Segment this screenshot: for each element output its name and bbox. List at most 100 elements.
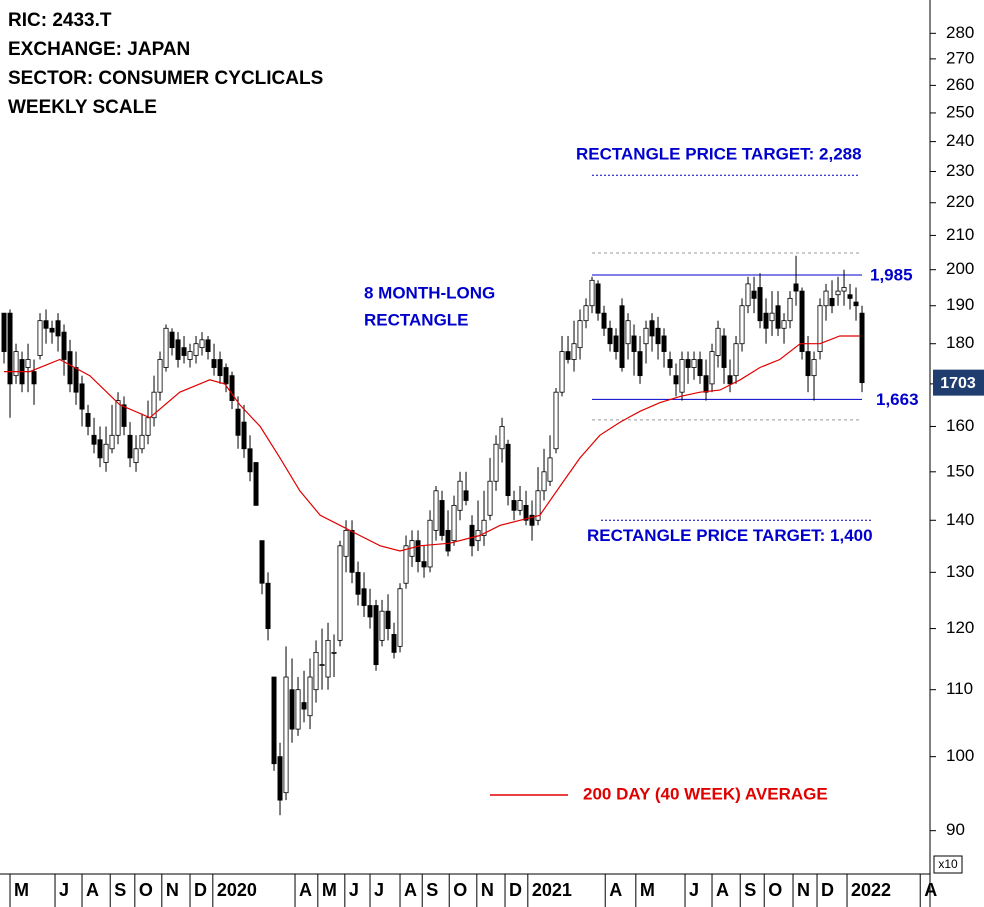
x-tick-label: S: [426, 880, 438, 900]
candle-body: [427, 519, 433, 568]
candle-body: [451, 504, 457, 542]
x-tick-label: D: [194, 880, 207, 900]
candle-body: [319, 664, 325, 667]
candle-body: [787, 297, 793, 322]
candle-body: [373, 605, 379, 666]
candle-body: [649, 320, 655, 337]
x-tick-label: A: [924, 880, 937, 900]
candle-body: [739, 305, 745, 345]
target-label: RECTANGLE PRICE TARGET: 1,400: [587, 526, 873, 545]
candle-body: [37, 320, 43, 356]
candle-body: [223, 367, 229, 385]
candle-body: [127, 434, 133, 459]
candle-body: [307, 676, 313, 717]
candle-body: [283, 676, 289, 794]
level-label: 1,985: [870, 265, 913, 284]
candle-body: [511, 500, 517, 511]
candle-body: [61, 331, 67, 360]
candle-body: [217, 359, 223, 377]
candle-body: [721, 335, 727, 368]
candle-body: [211, 359, 217, 368]
candle-body: [673, 375, 679, 385]
candle-body: [601, 312, 607, 329]
candle-body: [493, 443, 499, 482]
candle-body: [553, 391, 559, 450]
candle-body: [583, 305, 589, 322]
x-tick-label: S: [114, 880, 126, 900]
x-tick-label: S: [744, 880, 756, 900]
candle-body: [301, 702, 307, 710]
x-tick-label: J: [689, 880, 699, 900]
y-tick-label: 220: [946, 192, 974, 211]
candle-body: [517, 500, 523, 511]
y-tick-label: 280: [946, 23, 974, 42]
candle-body: [523, 504, 529, 521]
last-price-label: 1703: [940, 375, 976, 392]
candle-body: [781, 320, 787, 329]
candle-body: [25, 359, 31, 368]
y-tick-label: 90: [946, 820, 965, 839]
y-tick-label: 200: [946, 259, 974, 278]
candle-body: [259, 540, 265, 584]
candle-body: [535, 490, 541, 521]
candle-body: [817, 305, 823, 352]
candle-body: [157, 359, 163, 393]
candle-body: [397, 588, 403, 647]
candle-body: [175, 339, 181, 360]
candle-body: [151, 391, 157, 419]
x-tick-label: J: [349, 880, 359, 900]
candle-body: [469, 524, 475, 547]
candle-body: [325, 639, 331, 678]
y-tick-label: 260: [946, 75, 974, 94]
candle-body: [763, 312, 769, 329]
x-tick-label: M: [322, 880, 337, 900]
candle-body: [703, 375, 709, 393]
candle-body: [43, 320, 49, 329]
plot: [1, 174, 873, 816]
candle-body: [643, 327, 649, 345]
candle-body: [655, 327, 661, 345]
candle-body: [835, 290, 841, 296]
candle-body: [679, 359, 685, 393]
candle-body: [97, 439, 103, 459]
candle-body: [85, 413, 91, 427]
candle-body: [295, 689, 301, 730]
legend-label: 200 DAY (40 WEEK) AVERAGE: [583, 784, 828, 803]
candle-body: [7, 312, 13, 385]
candle-body: [619, 305, 625, 368]
candle-body: [595, 283, 601, 314]
candle-body: [205, 339, 211, 352]
x-tick-label: 2020: [217, 880, 257, 900]
candle-body: [751, 290, 757, 299]
rectangle-label: RECTANGLE: [364, 310, 469, 329]
candle-body: [841, 287, 847, 292]
candle-body: [829, 297, 835, 307]
candle-body: [109, 434, 115, 450]
x-tick-label: 2021: [532, 880, 572, 900]
last-price-box: [933, 369, 984, 396]
candle-body: [73, 367, 79, 393]
y-tick-label: 140: [946, 510, 974, 529]
candle-body: [445, 529, 451, 552]
candle-body: [289, 689, 295, 730]
x-tick-label: A: [609, 880, 622, 900]
y-tick-label: 180: [946, 333, 974, 352]
candle-body: [757, 287, 763, 322]
x-tick-label: A: [299, 880, 312, 900]
x-tick-label: D: [821, 880, 834, 900]
header-line: EXCHANGE: JAPAN: [8, 39, 190, 60]
candle-body: [589, 279, 595, 307]
x-tick-label: A: [404, 880, 417, 900]
candle-body: [637, 351, 643, 377]
candle-body: [631, 335, 637, 352]
x-tick-label: J: [374, 880, 384, 900]
candle-body: [481, 519, 487, 536]
candle-body: [349, 529, 355, 573]
candle-body: [169, 331, 175, 349]
candle-body: [121, 404, 127, 427]
candle-body: [853, 301, 859, 307]
candle-body: [727, 375, 733, 385]
x-tick-label: D: [509, 880, 522, 900]
